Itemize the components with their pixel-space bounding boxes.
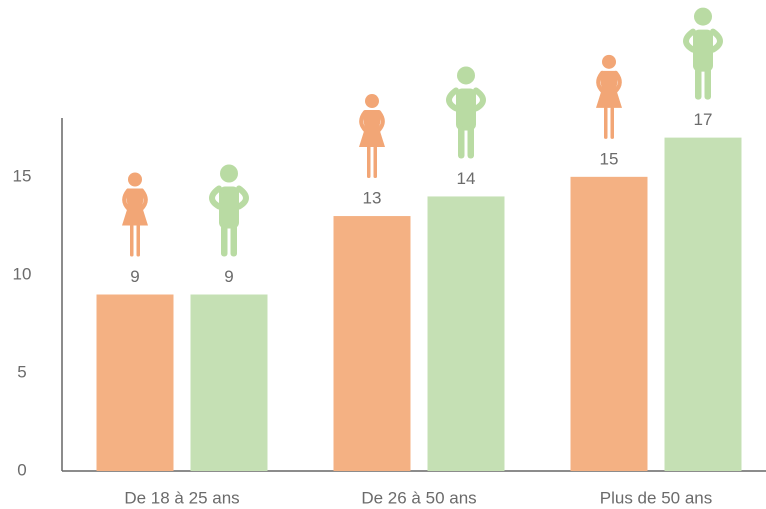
person-icon	[209, 164, 249, 257]
icon-head	[602, 54, 616, 69]
icon-body	[219, 186, 239, 229]
icon-head	[365, 94, 379, 109]
icon-arms	[359, 110, 385, 134]
data-label: 13	[363, 189, 382, 208]
data-label: 14	[457, 169, 476, 188]
person-icon	[596, 54, 622, 139]
icon-body	[693, 29, 713, 72]
bar	[333, 216, 411, 471]
x-tick-label: De 18 à 25 ans	[124, 488, 239, 507]
icon-leg	[604, 106, 608, 139]
icon-arms	[446, 87, 486, 112]
icon-leg	[367, 146, 371, 179]
icon-arms	[596, 70, 622, 94]
icon-body	[456, 88, 476, 131]
bar	[190, 294, 268, 471]
icon-head	[220, 164, 238, 183]
bar	[664, 137, 742, 471]
bar	[96, 294, 174, 471]
icon-leg	[458, 126, 465, 159]
y-tick-label: 15	[13, 166, 32, 185]
icon-body	[122, 188, 148, 226]
icon-arms	[209, 185, 249, 210]
icon-leg	[610, 106, 614, 139]
icon-leg	[136, 224, 140, 257]
icon-arms	[683, 28, 723, 53]
icon-leg	[695, 67, 702, 100]
icon-body	[359, 110, 385, 148]
person-icon	[446, 66, 486, 159]
x-tick-label: Plus de 50 ans	[600, 488, 712, 507]
icon-body	[596, 70, 622, 108]
icon-leg	[704, 67, 711, 100]
icon-leg	[130, 224, 134, 257]
y-tick-label: 0	[17, 460, 26, 479]
y-tick-label: 5	[17, 362, 26, 381]
person-icon	[683, 7, 723, 100]
y-tick-label: 10	[13, 264, 32, 283]
person-icon	[359, 94, 385, 179]
icon-leg	[230, 224, 237, 257]
data-label: 9	[224, 267, 233, 286]
data-label: 17	[694, 110, 713, 129]
icon-head	[694, 7, 712, 26]
data-label: 9	[130, 267, 139, 286]
data-label: 15	[600, 149, 619, 168]
icon-leg	[467, 126, 474, 159]
icon-leg	[221, 224, 228, 257]
bar	[570, 176, 648, 472]
icon-head	[128, 172, 142, 187]
icon-arms	[122, 188, 148, 212]
bar	[427, 196, 505, 471]
person-icon	[122, 172, 148, 257]
icon-head	[457, 66, 475, 85]
icon-leg	[373, 146, 377, 179]
x-tick-label: De 26 à 50 ans	[361, 488, 476, 507]
